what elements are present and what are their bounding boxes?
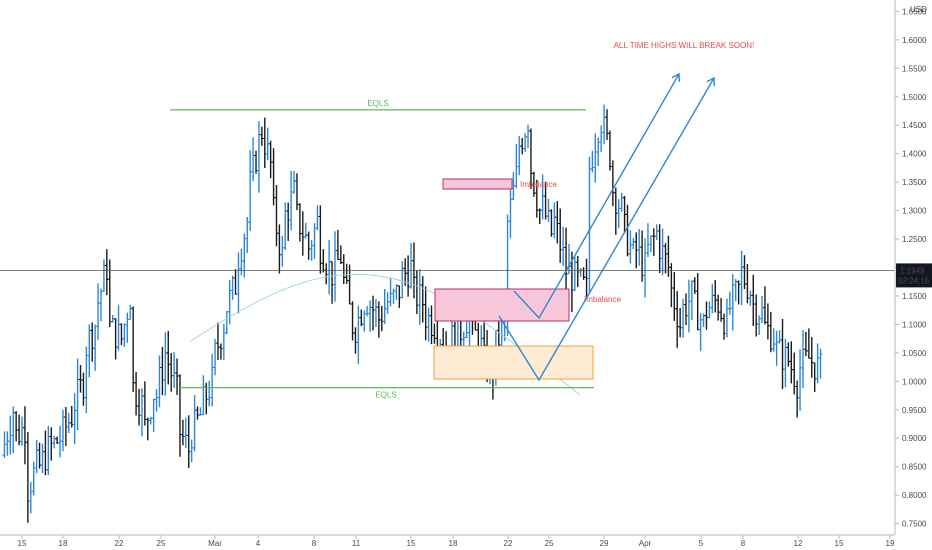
time-tick-label: 15 [18, 539, 27, 548]
time-tick-label: 8 [312, 539, 317, 548]
time-tick-label: 11 [352, 539, 361, 548]
time-axis[interactable]: 15 18 22 25 Mar 4 8 11 15 18 22 25 29 Apr 5 8 12 15 19 [0, 534, 895, 548]
eqls-top-label: EQLS [367, 99, 388, 108]
price-tick-label: 1.6000 [902, 36, 927, 45]
price-tick-label: 1.4500 [902, 121, 927, 130]
price-tick-label: 1.4000 [902, 150, 927, 159]
price-tick-label: 1.5500 [902, 64, 927, 73]
time-tick-label: 18 [449, 539, 458, 548]
moving-average-line [189, 273, 581, 395]
time-tick-label: 4 [256, 539, 261, 548]
headline-annotation: ALL TIME HIGHS WILL BREAK SOON! [614, 41, 755, 50]
price-tick-label: 0.8500 [902, 463, 927, 472]
time-tick-label: 25 [545, 539, 554, 548]
projection-path-deep-head [706, 76, 715, 87]
last-price-value: 1.1949 [900, 266, 925, 275]
candles [2, 104, 823, 523]
time-tick-label: 8 [741, 539, 746, 548]
price-tick-label: 1.6500 [902, 7, 927, 16]
price-tick-label: 1.0000 [902, 377, 927, 386]
time-tick-label: Apr [639, 539, 652, 548]
eqls-bottom-label: EQLS [375, 391, 396, 400]
imbalance-box-lower [434, 288, 570, 322]
price-tick-label: 1.1500 [902, 292, 927, 301]
projection-path-deep [498, 77, 715, 382]
time-tick-label: 5 [699, 539, 704, 548]
time-tick-label: 15 [407, 539, 416, 548]
price-tick-label: 0.9500 [902, 406, 927, 415]
price-tick-label: 1.3000 [902, 207, 927, 216]
last-price-tag[interactable] [896, 263, 932, 288]
projection-path-shallow [513, 73, 680, 320]
time-tick-label: 25 [157, 539, 166, 548]
demand-zone-box [433, 345, 594, 380]
imbalance-lower-label: Imbalance [584, 295, 621, 304]
imbalance-box-upper [442, 178, 513, 190]
price-tick-label: 1.3500 [902, 178, 927, 187]
time-tick-label: 15 [835, 539, 844, 548]
time-tick-label: 19 [886, 539, 895, 548]
currency-label: USD [910, 5, 927, 14]
projection-path-shallow-head [671, 72, 681, 83]
time-tick-label: 12 [794, 539, 803, 548]
price-tick-label: 1.5000 [902, 93, 927, 102]
chart-overlays: EQLS EQLS Imbalance Imbalance ALL TIME HIGHS… [0, 41, 895, 400]
bar-countdown: 03:24:16 [898, 276, 930, 285]
time-tick-label: 29 [600, 539, 609, 548]
time-tick-label: 18 [59, 539, 68, 548]
price-tick-label: 0.8000 [902, 491, 927, 500]
price-tick-label: 0.9000 [902, 434, 927, 443]
price-tick-label: 1.0500 [902, 349, 927, 358]
time-tick-label: 22 [115, 539, 124, 548]
imbalance-upper-label: Imbalance [520, 180, 557, 189]
price-tick-label: 1.2500 [902, 235, 927, 244]
price-tick-label: 1.1000 [902, 320, 927, 329]
time-tick-label: 22 [504, 539, 513, 548]
time-tick-label: Mar [208, 539, 222, 548]
price-tick-label: 0.7500 [902, 520, 927, 529]
